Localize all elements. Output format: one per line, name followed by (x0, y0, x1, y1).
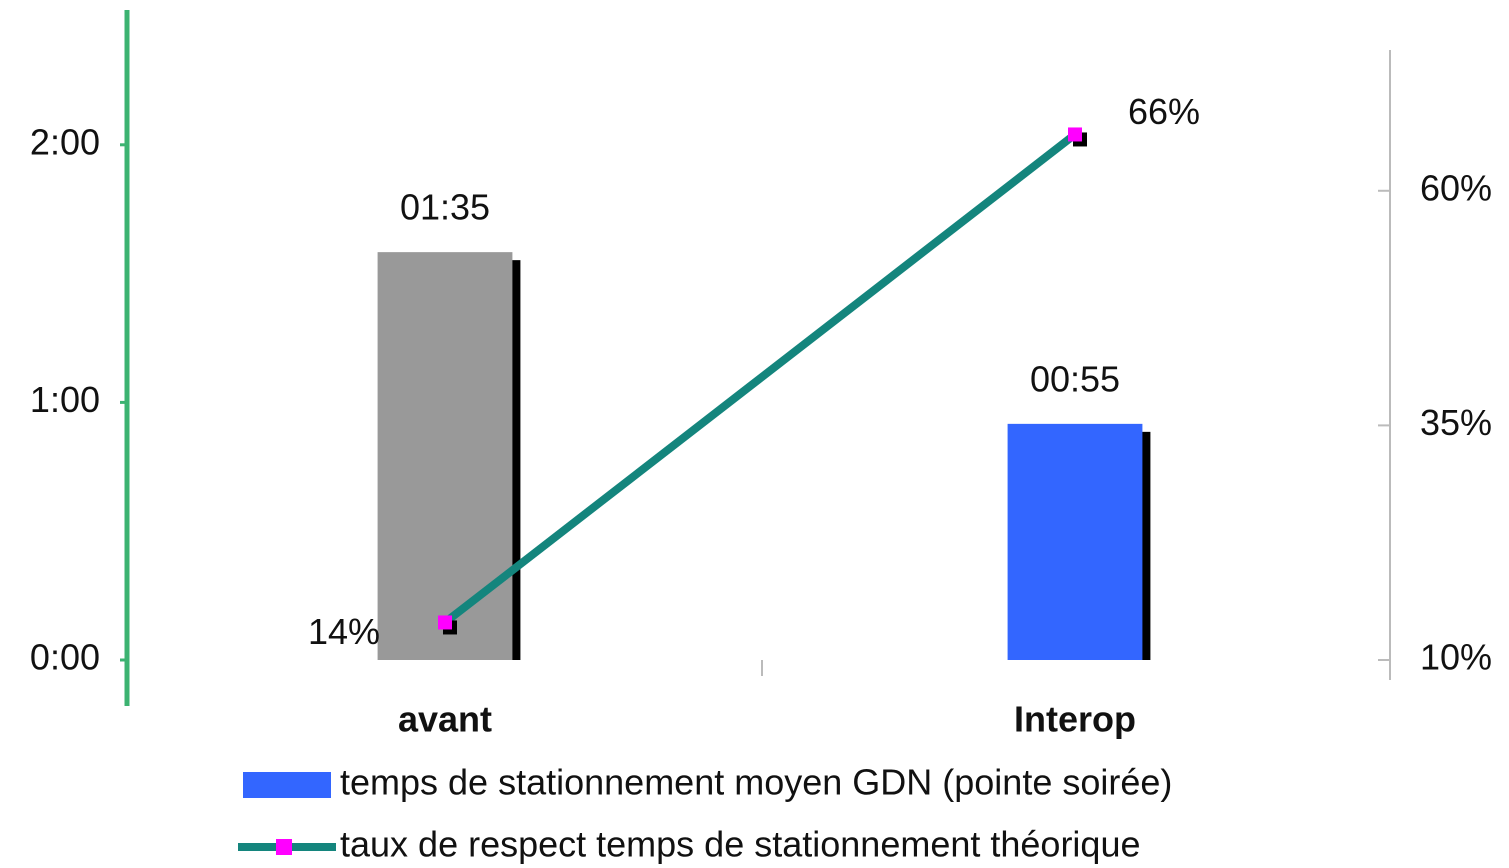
bar (377, 252, 513, 661)
marker (1068, 127, 1082, 142)
x-tick-label: avant (398, 699, 492, 740)
legend-label: taux de respect temps de stationnement t… (340, 824, 1141, 865)
line-value-label: 14% (308, 611, 380, 652)
marker (438, 615, 452, 630)
legend-swatch (276, 839, 292, 855)
line-value-label: 66% (1128, 91, 1200, 132)
y-tick-label: 1:00 (30, 379, 100, 420)
legend-label: temps de stationnement moyen GDN (pointe… (340, 762, 1172, 803)
x-tick-label: Interop (1014, 699, 1136, 740)
y2-tick-label: 10% (1420, 637, 1492, 678)
y-tick-label: 0:00 (30, 637, 100, 678)
line (442, 131, 1078, 626)
legend-swatch (243, 772, 331, 798)
y-tick-label: 2:00 (30, 121, 100, 162)
y2-tick-label: 60% (1420, 167, 1492, 208)
bar-value-label: 00:55 (1030, 358, 1120, 399)
bar (1007, 423, 1143, 660)
bar-value-label: 01:35 (400, 187, 490, 228)
y2-tick-label: 35% (1420, 402, 1492, 443)
